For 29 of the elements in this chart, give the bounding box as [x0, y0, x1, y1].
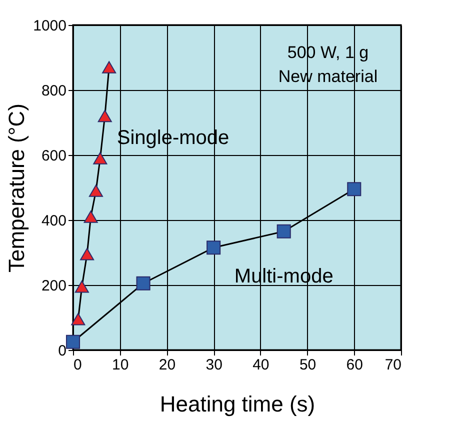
y-tick-label: 800: [41, 82, 66, 100]
x-tick-label: 40: [252, 356, 270, 374]
point: [84, 210, 98, 223]
x-tick-label: 30: [206, 356, 222, 374]
point: [98, 110, 112, 122]
point: [136, 276, 150, 290]
x-tick-label: 10: [112, 356, 129, 374]
x-tick-label: 0: [74, 356, 82, 374]
point: [71, 312, 86, 326]
y-tick-label: 0: [58, 342, 66, 360]
point: [102, 61, 116, 74]
x-axis-title: Heating time (s): [160, 392, 316, 416]
y-tick-label: 1000: [33, 18, 66, 34]
y-tick-label: 200: [41, 278, 66, 294]
x-tick-label: 50: [299, 356, 316, 374]
x-tick-label: 20: [158, 356, 176, 374]
y-tick-label: 400: [41, 212, 66, 230]
point: [276, 224, 291, 238]
point: [93, 152, 108, 164]
y-tick-label: 600: [41, 148, 66, 164]
y-axis-title: Temperature (°C): [4, 104, 30, 272]
point: [347, 182, 362, 196]
point: [80, 248, 94, 260]
x-tick-label: 70: [384, 356, 402, 374]
point: [66, 334, 80, 349]
point: [74, 280, 89, 293]
point: [88, 184, 103, 197]
point: [206, 240, 221, 255]
x-tick-label: 60: [346, 356, 363, 374]
